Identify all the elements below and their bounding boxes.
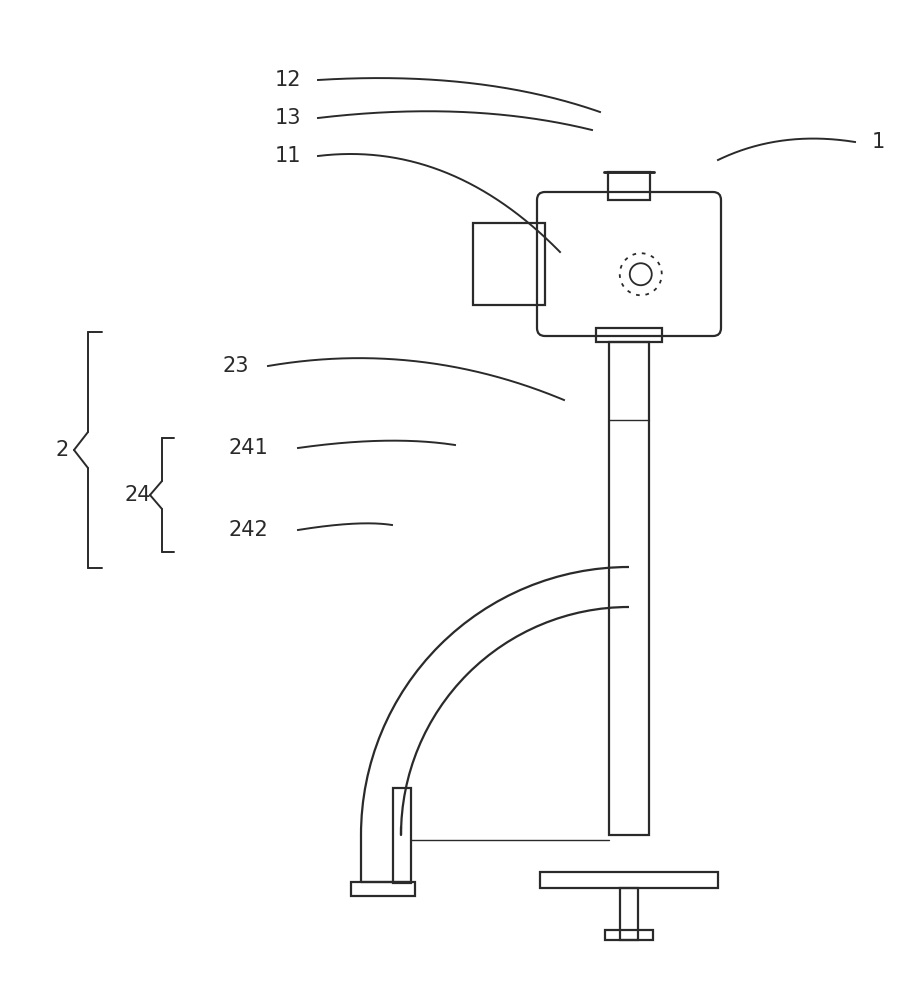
Bar [605, 930, 653, 940]
Text: 12: 12 [274, 70, 301, 90]
Text: 11: 11 [274, 146, 301, 166]
Text: 13: 13 [274, 108, 301, 128]
Bar [540, 872, 718, 888]
Bar [351, 882, 415, 896]
Bar [620, 888, 638, 940]
Bar [609, 342, 649, 835]
Text: 1: 1 [871, 132, 885, 152]
Bar [473, 223, 545, 305]
Bar [608, 172, 650, 200]
Bar [596, 328, 662, 342]
Text: 2: 2 [55, 440, 69, 460]
Text: 24: 24 [125, 485, 151, 505]
Text: 241: 241 [229, 438, 268, 458]
Bar [393, 788, 411, 883]
Text: 242: 242 [229, 520, 268, 540]
Text: 23: 23 [223, 356, 250, 376]
